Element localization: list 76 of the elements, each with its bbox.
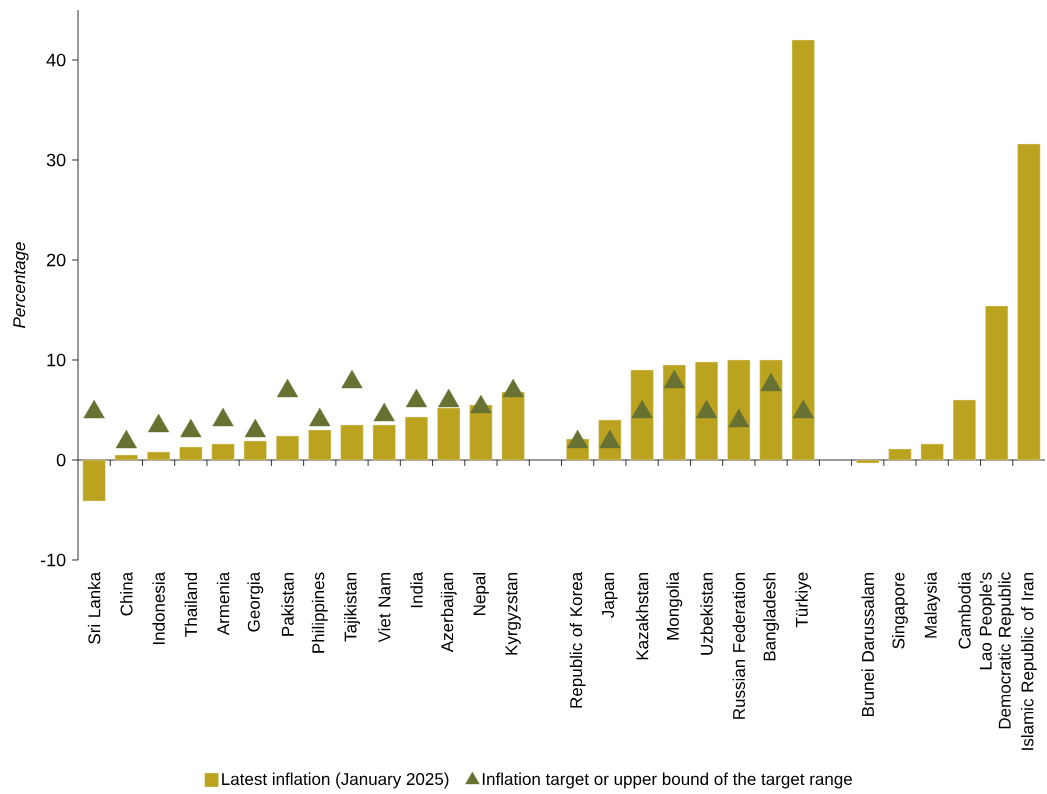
x-tick-label: Lao People's Democratic Republic — [979, 572, 1015, 729]
x-tick-label: Pakistan — [281, 572, 294, 636]
bar — [82, 459, 106, 502]
bar — [501, 391, 525, 461]
point — [567, 429, 589, 449]
x-tick-label: Islamic Republic of Iran — [1020, 573, 1037, 750]
x-tick-label: Kyrgyzstan — [505, 572, 521, 655]
bar — [243, 440, 267, 461]
point — [792, 399, 814, 419]
point — [728, 408, 750, 428]
bar — [727, 359, 751, 461]
bar — [856, 459, 880, 464]
point — [438, 388, 460, 408]
x-tick-label: Türkiye — [795, 572, 812, 628]
x-tick-label: Azerbaijan — [440, 573, 457, 653]
x-tick-label: Republic of Korea — [569, 571, 586, 708]
bar — [888, 448, 912, 461]
bar — [340, 424, 364, 461]
y-tick-label: 30 — [46, 153, 66, 167]
x-tick-label: Nepal — [473, 573, 489, 615]
point — [212, 407, 234, 427]
x-tick-label: Malaysia — [924, 571, 941, 638]
y-tick-label: 20 — [47, 253, 66, 267]
x-tick-label: Kazakhstan — [635, 572, 649, 660]
x-tick-label: Georgia — [247, 571, 264, 632]
point — [83, 399, 105, 419]
legend-label: Latest inflation (January 2025) — [222, 772, 449, 789]
x-tick-label: China — [120, 571, 133, 616]
point — [470, 394, 492, 414]
x-tick-label: Bangladesh — [763, 573, 779, 661]
x-tick-label: Thailand — [184, 572, 198, 637]
bar — [437, 407, 461, 461]
point — [147, 413, 170, 433]
point — [115, 429, 137, 449]
x-tick-label: Japan — [602, 572, 618, 618]
bar — [985, 305, 1009, 461]
point — [373, 402, 395, 422]
point — [276, 378, 299, 398]
bar — [179, 446, 203, 461]
x-tick-label: Brunei Darussalam — [861, 573, 874, 716]
bar — [147, 451, 171, 461]
bar — [952, 399, 976, 461]
bar — [1017, 143, 1041, 461]
bar — [276, 435, 299, 461]
point — [244, 418, 266, 438]
y-tick-label: 10 — [47, 353, 66, 367]
point — [502, 378, 524, 398]
y-axis-title: Percentage — [13, 242, 29, 328]
x-tick-label: Sri Lanka — [87, 571, 101, 644]
x-tick-label: Armenia — [216, 571, 230, 636]
bar — [404, 416, 428, 461]
x-tick-label: Russian Federation — [732, 573, 746, 719]
bar — [791, 39, 815, 461]
bar — [211, 443, 235, 461]
x-tick-label: Cambodia — [958, 571, 971, 649]
x-tick-label: Viet Nam — [377, 573, 391, 643]
y-tick-label: 40 — [46, 53, 66, 67]
x-tick-label: Tajikistan — [344, 572, 360, 642]
point — [341, 369, 363, 389]
point — [180, 418, 202, 438]
point — [695, 399, 718, 419]
point — [405, 388, 428, 408]
x-tick-label: Philippines — [311, 572, 328, 653]
y-tick-label: 0 — [56, 453, 66, 467]
y-tick-label: -10 — [40, 553, 66, 567]
point — [309, 407, 331, 427]
x-tick-label: Singapore — [892, 572, 908, 649]
bar — [308, 429, 332, 461]
x-tick-label: Uzbekistan — [700, 572, 713, 655]
bar — [372, 424, 396, 461]
bar — [114, 454, 138, 461]
x-tick-label: Indonesia — [152, 571, 165, 645]
legend-label: Inflation target or upper bound of the target range — [482, 772, 852, 789]
x-tick-label: Mongolia — [666, 571, 683, 640]
bar — [920, 443, 944, 461]
x-tick-label: India — [410, 571, 423, 608]
